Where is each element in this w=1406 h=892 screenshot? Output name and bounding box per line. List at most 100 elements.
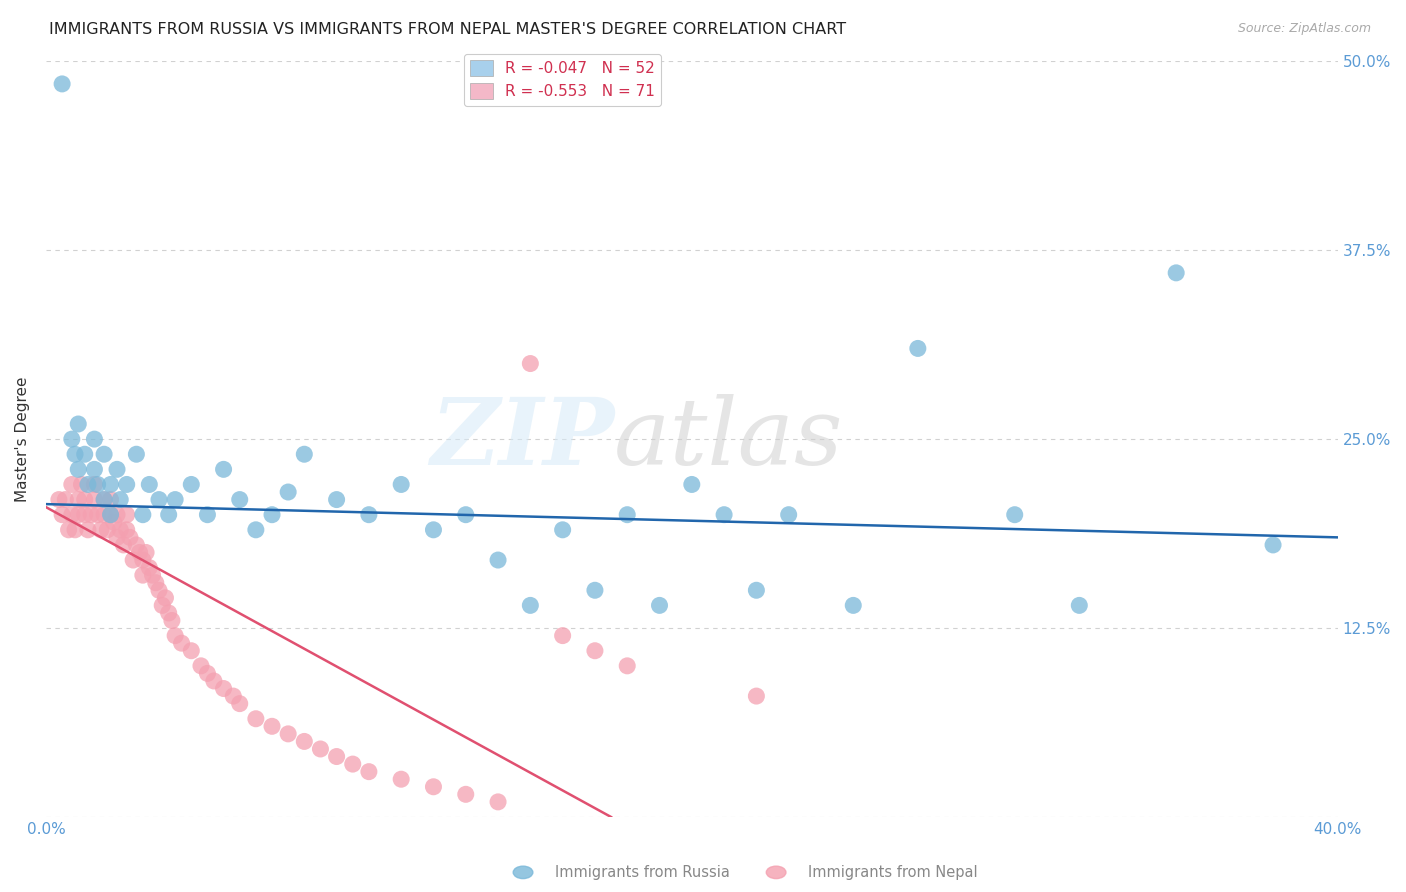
Point bbox=[150, 599, 173, 613]
Point bbox=[165, 629, 187, 643]
Point bbox=[86, 477, 108, 491]
Point bbox=[454, 508, 477, 522]
Text: Immigrants from Nepal: Immigrants from Nepal bbox=[808, 865, 979, 880]
Point bbox=[519, 599, 541, 613]
Point bbox=[357, 508, 380, 522]
Point bbox=[118, 530, 141, 544]
Point bbox=[292, 447, 315, 461]
Point bbox=[73, 447, 96, 461]
Point bbox=[155, 591, 177, 605]
Point bbox=[170, 636, 193, 650]
Point bbox=[122, 553, 145, 567]
Text: ZIP: ZIP bbox=[430, 394, 614, 484]
Point bbox=[110, 492, 132, 507]
Point bbox=[93, 447, 115, 461]
Text: Immigrants from Russia: Immigrants from Russia bbox=[555, 865, 730, 880]
Point bbox=[86, 508, 108, 522]
Point bbox=[148, 492, 170, 507]
Point bbox=[1261, 538, 1284, 552]
Point bbox=[60, 432, 83, 446]
Point bbox=[551, 629, 574, 643]
Point bbox=[83, 477, 105, 491]
Point bbox=[132, 508, 155, 522]
Point bbox=[165, 492, 187, 507]
Point bbox=[132, 553, 155, 567]
Point bbox=[100, 508, 122, 522]
Point bbox=[292, 734, 315, 748]
Point bbox=[583, 583, 606, 598]
Point bbox=[105, 508, 128, 522]
Point bbox=[60, 477, 83, 491]
Point bbox=[48, 492, 70, 507]
Point bbox=[67, 462, 90, 476]
Point bbox=[105, 462, 128, 476]
Point bbox=[325, 492, 347, 507]
Point bbox=[132, 568, 155, 582]
Point bbox=[53, 492, 76, 507]
Point bbox=[67, 417, 90, 431]
Point bbox=[73, 492, 96, 507]
Point bbox=[842, 599, 865, 613]
Legend: R = -0.047   N = 52, R = -0.553   N = 71: R = -0.047 N = 52, R = -0.553 N = 71 bbox=[464, 54, 661, 105]
Point bbox=[90, 523, 112, 537]
Point bbox=[138, 477, 160, 491]
Point bbox=[141, 568, 163, 582]
Point bbox=[100, 508, 122, 522]
Point bbox=[681, 477, 703, 491]
Point bbox=[157, 508, 180, 522]
Point bbox=[96, 523, 118, 537]
Point bbox=[197, 508, 219, 522]
Point bbox=[260, 719, 283, 733]
Point bbox=[115, 508, 138, 522]
Point bbox=[110, 523, 132, 537]
Point bbox=[745, 583, 768, 598]
Point bbox=[1004, 508, 1026, 522]
Point bbox=[309, 742, 332, 756]
Point bbox=[145, 575, 167, 590]
Point bbox=[60, 508, 83, 522]
Point bbox=[93, 492, 115, 507]
Point bbox=[342, 757, 364, 772]
Point bbox=[115, 477, 138, 491]
Point bbox=[1166, 266, 1188, 280]
Point bbox=[103, 515, 125, 529]
Point bbox=[51, 77, 73, 91]
Point bbox=[160, 614, 183, 628]
Point bbox=[357, 764, 380, 779]
Text: Source: ZipAtlas.com: Source: ZipAtlas.com bbox=[1237, 22, 1371, 36]
Point bbox=[454, 788, 477, 802]
Point bbox=[138, 560, 160, 574]
Point bbox=[51, 508, 73, 522]
Point bbox=[148, 583, 170, 598]
Point bbox=[105, 530, 128, 544]
Text: IMMIGRANTS FROM RUSSIA VS IMMIGRANTS FROM NEPAL MASTER'S DEGREE CORRELATION CHAR: IMMIGRANTS FROM RUSSIA VS IMMIGRANTS FRO… bbox=[49, 22, 846, 37]
Point bbox=[202, 673, 225, 688]
Point bbox=[583, 644, 606, 658]
Point bbox=[125, 447, 148, 461]
Point bbox=[197, 666, 219, 681]
Point bbox=[93, 492, 115, 507]
Point bbox=[83, 462, 105, 476]
Y-axis label: Master's Degree: Master's Degree bbox=[15, 376, 30, 502]
Point bbox=[260, 508, 283, 522]
Point bbox=[486, 553, 509, 567]
Point bbox=[67, 492, 90, 507]
Point bbox=[63, 523, 86, 537]
Point bbox=[70, 477, 93, 491]
Point bbox=[228, 697, 250, 711]
Point bbox=[486, 795, 509, 809]
Point bbox=[616, 658, 638, 673]
Point bbox=[422, 523, 444, 537]
Point bbox=[100, 492, 122, 507]
Point bbox=[325, 749, 347, 764]
Point bbox=[713, 508, 735, 522]
Point bbox=[93, 508, 115, 522]
Point bbox=[180, 644, 202, 658]
Point bbox=[80, 508, 103, 522]
Point bbox=[125, 538, 148, 552]
Point bbox=[745, 689, 768, 703]
Point bbox=[222, 689, 245, 703]
Point bbox=[245, 523, 267, 537]
Point bbox=[616, 508, 638, 522]
Point bbox=[778, 508, 800, 522]
